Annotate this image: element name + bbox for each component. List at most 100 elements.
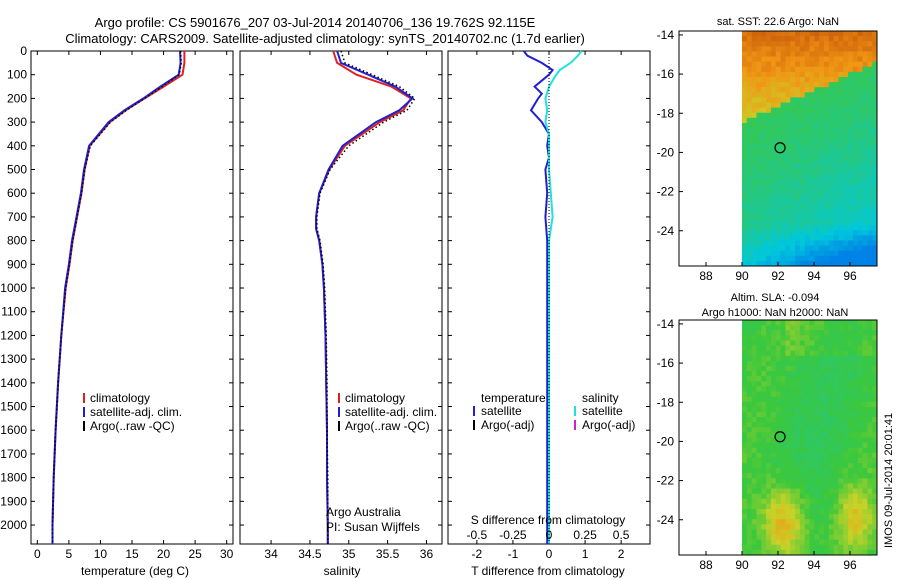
- sla-heatmap-cell: [799, 498, 806, 505]
- sst-heatmap-cell: [761, 87, 767, 93]
- sst-heatmap-cell: [804, 117, 810, 124]
- sst-heatmap-cell: [823, 260, 830, 267]
- sst-heatmap-cell: [766, 122, 772, 129]
- sst-heatmap-cell: [804, 41, 810, 47]
- sla-heatmap-cell: [862, 457, 868, 464]
- sst-heatmap-cell: [848, 194, 854, 200]
- sst-heatmap-cell: [843, 61, 849, 68]
- sst-heatmap-cell: [785, 250, 791, 257]
- sst-heatmap-cell: [751, 184, 757, 190]
- depth-tick-label: 200: [7, 91, 27, 105]
- sst-heatmap-cell: [756, 97, 762, 103]
- sla-heatmap-cell: [814, 468, 820, 474]
- sla-heatmap-cell: [838, 519, 844, 525]
- sst-heatmap-cell: [872, 143, 878, 149]
- sst-heatmap-cell: [814, 56, 820, 63]
- sla-heatmap-cell: [872, 539, 878, 546]
- sla-heatmap-cell: [814, 350, 820, 357]
- sst-heatmap-cell: [785, 87, 791, 93]
- sst-heatmap-cell: [814, 260, 820, 267]
- sst-heatmap-cell: [780, 107, 786, 114]
- sst-heatmap-cell: [766, 128, 772, 134]
- sst-heatmap-cell: [862, 66, 868, 73]
- sst-heatmap-cell: [790, 82, 796, 88]
- sla-heatmap-cell: [785, 330, 791, 336]
- sst-heatmap-cell: [862, 36, 868, 42]
- sst-heatmap-cell: [780, 199, 786, 206]
- sst-heatmap-cell: [804, 31, 810, 37]
- sla-heatmap-cell: [795, 478, 801, 484]
- sst-heatmap-cell: [833, 56, 839, 63]
- sst-heatmap-cell: [775, 46, 781, 52]
- sst-heatmap-cell: [790, 240, 796, 246]
- sst-heatmap-cell: [819, 204, 825, 211]
- sst-heatmap-cell: [828, 97, 835, 103]
- sst-heatmap-cell: [809, 56, 815, 63]
- sla-heatmap-cell: [775, 330, 781, 336]
- sst-heatmap-cell: [775, 148, 781, 155]
- sla-heatmap-cell: [872, 340, 878, 346]
- sla-heatmap-cell: [742, 488, 748, 495]
- sla-heatmap-cell: [742, 335, 748, 341]
- sst-heatmap-cell: [756, 245, 762, 252]
- sla-heatmap-cell: [872, 514, 878, 520]
- sst-heatmap-cell: [867, 107, 873, 114]
- depth-tick-label: 1200: [0, 328, 27, 342]
- sst-heatmap-cell: [804, 209, 810, 216]
- sst-heatmap-cell: [843, 179, 849, 185]
- sst-heatmap-cell: [862, 220, 868, 226]
- sst-heatmap-cell: [823, 209, 830, 216]
- sst-heatmap-cell: [862, 209, 868, 216]
- sla-heatmap-cell: [799, 493, 806, 500]
- sla-heatmap-cell: [790, 483, 796, 489]
- sla-heatmap-cell: [795, 427, 801, 433]
- sla-heatmap-cell: [857, 386, 863, 392]
- sla-heatmap-cell: [857, 442, 863, 449]
- sst-heatmap-cell: [751, 260, 757, 267]
- sla-heatmap-cell: [804, 468, 810, 474]
- sla-heatmap-cell: [833, 534, 839, 541]
- sla-heatmap-cell: [862, 483, 868, 489]
- temperature-xtick-label: 5: [66, 547, 73, 561]
- sla-heatmap-cell: [804, 447, 810, 454]
- sst-heatmap-cell: [843, 184, 849, 190]
- sst-heatmap-cell: [799, 189, 806, 195]
- sst-heatmap-cell: [819, 71, 825, 78]
- sst-heatmap-cell: [828, 61, 835, 68]
- sst-heatmap-cell: [770, 148, 777, 155]
- sst-heatmap-cell: [862, 61, 868, 68]
- sst-heatmap-cell: [775, 214, 781, 221]
- sla-heatmap-cell: [852, 452, 859, 459]
- sla-heatmap-cell: [828, 330, 835, 336]
- sla-heatmap-cell: [828, 320, 835, 326]
- sla-heatmap-cell: [857, 437, 863, 444]
- sst-heatmap-cell: [780, 133, 786, 139]
- sla-heatmap-cell: [804, 365, 810, 372]
- sst-heatmap-cell: [848, 128, 854, 134]
- sst-heatmap-cell: [746, 204, 753, 211]
- sst-heatmap-cell: [857, 260, 863, 267]
- sla-heatmap-cell: [819, 391, 825, 398]
- sla-heatmap-cell: [823, 376, 830, 382]
- sst-heatmap-cell: [756, 76, 762, 83]
- sla-xtick-label: 88: [699, 558, 713, 572]
- sst-heatmap-cell: [809, 71, 815, 78]
- sla-heatmap-cell: [848, 365, 854, 372]
- sla-heatmap-cell: [785, 544, 791, 551]
- sst-heatmap-cell: [742, 46, 748, 52]
- sla-heatmap-cell: [804, 529, 810, 535]
- sst-heatmap-cell: [799, 158, 806, 165]
- sst-heatmap-cell: [751, 107, 757, 114]
- sla-heatmap-cell: [746, 549, 753, 556]
- sla-heatmap-cell: [828, 447, 835, 454]
- sst-heatmap-cell: [833, 240, 839, 246]
- sla-heatmap-cell: [819, 411, 825, 418]
- sst-heatmap-cell: [790, 179, 796, 185]
- sla-heatmap-cell: [785, 386, 791, 392]
- sla-heatmap-cell: [790, 488, 796, 495]
- sla-heatmap-cell: [756, 509, 762, 515]
- sst-heatmap-cell: [742, 189, 748, 195]
- sst-heatmap-cell: [809, 133, 815, 139]
- sst-heatmap-cell: [751, 168, 757, 175]
- sla-heatmap-cell: [819, 355, 825, 362]
